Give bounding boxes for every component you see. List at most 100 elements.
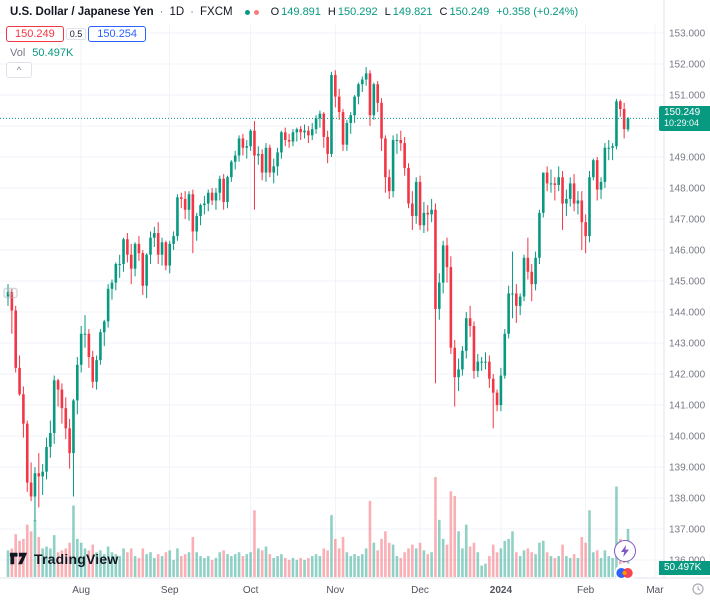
volume-bar: [411, 544, 414, 577]
volume-bar: [299, 557, 302, 577]
price-axis-label[interactable]: 148.000: [669, 184, 706, 195]
candle-body: [345, 122, 349, 145]
price-axis-label[interactable]: 144.000: [669, 308, 706, 319]
volume-bar: [349, 556, 353, 577]
brokers-button[interactable]: [615, 563, 635, 583]
volume-bar: [499, 548, 503, 577]
candle-body: [438, 282, 441, 309]
volume-bar: [241, 556, 245, 577]
candle-body: [534, 257, 537, 285]
price-axis-label[interactable]: 141.000: [669, 401, 706, 412]
candle-body: [153, 233, 156, 238]
price-axis-label[interactable]: 137.000: [669, 525, 706, 536]
candle-body: [611, 146, 614, 148]
exchange-label: FXCM: [200, 6, 233, 18]
candle-body: [45, 446, 48, 472]
time-axis-label[interactable]: 2024: [490, 585, 513, 596]
price-axis-label[interactable]: 139.000: [669, 463, 706, 474]
volume-bar: [226, 554, 229, 577]
sell-button[interactable]: 150.249: [6, 26, 64, 42]
volume-bar: [541, 540, 545, 577]
price-axis-label[interactable]: 152.000: [669, 60, 706, 71]
volume-bar: [380, 538, 383, 577]
candle-body: [137, 243, 141, 254]
volume-bar: [145, 554, 148, 577]
price-axis-label[interactable]: 145.000: [669, 277, 706, 288]
volume-bar: [422, 550, 426, 577]
price-axis-label[interactable]: 138.000: [669, 494, 706, 505]
volume-bar: [407, 548, 410, 577]
time-axis-label[interactable]: Aug: [72, 585, 90, 596]
volume-bar: [295, 559, 299, 577]
candle-body: [114, 264, 118, 283]
price-axis-label[interactable]: 151.000: [669, 91, 706, 102]
interval-label[interactable]: 1D: [169, 6, 185, 18]
volume-bar: [557, 556, 560, 577]
price-axis-label[interactable]: 143.000: [669, 339, 706, 350]
price-axis-label[interactable]: 146.000: [669, 246, 706, 257]
volume-bar: [534, 554, 537, 577]
time-axis-label[interactable]: Dec: [411, 585, 429, 596]
price-axis-label[interactable]: 147.000: [669, 215, 706, 226]
candle-body: [445, 245, 449, 268]
volume-bar: [434, 477, 437, 577]
volume-bar: [384, 531, 387, 577]
candle-body: [102, 321, 106, 333]
close-label: C: [439, 6, 448, 18]
instant-trading-button[interactable]: [614, 540, 636, 562]
candle-body: [557, 177, 560, 185]
volume-bar: [572, 554, 576, 577]
time-axis-label[interactable]: Oct: [243, 585, 259, 596]
time-axis-label[interactable]: Sep: [161, 585, 179, 596]
delayed-data-dot: [253, 9, 259, 15]
volume-bar: [426, 554, 430, 577]
volume-bar: [476, 552, 480, 577]
candle-body: [214, 192, 218, 201]
volume-bar: [345, 552, 349, 577]
volume-bar: [491, 544, 495, 577]
collapse-legend-button[interactable]: ^: [6, 62, 32, 78]
timezone-clock-icon[interactable]: [692, 582, 704, 600]
candle-body: [491, 378, 495, 393]
volume-bar: [126, 552, 129, 577]
collapse-chevron-icon: ^: [16, 64, 22, 75]
symbol-title[interactable]: U.S. Dollar / Japanese Yen: [10, 6, 154, 18]
candle-body: [380, 102, 383, 139]
volume-bar: [245, 554, 249, 577]
candle-body: [453, 347, 457, 378]
volume-bar: [588, 510, 591, 577]
candle-body: [29, 482, 33, 497]
candle-body: [341, 112, 345, 145]
volume-bar: [283, 557, 287, 577]
time-axis-label[interactable]: Mar: [646, 585, 664, 596]
price-axis-label[interactable]: 153.000: [669, 29, 706, 40]
candle-body: [268, 147, 272, 173]
candle-body: [603, 147, 607, 182]
volume-bar: [122, 548, 125, 577]
volume-bar: [472, 542, 476, 577]
tradingview-logo[interactable]: TradingView: [8, 548, 118, 569]
candle-body: [349, 115, 353, 123]
volume-bar: [114, 554, 118, 577]
time-axis-label[interactable]: Feb: [577, 585, 595, 596]
volume-legend[interactable]: Vol 50.497K: [10, 47, 73, 59]
volume-bar: [25, 524, 29, 577]
low-label: L: [384, 6, 391, 18]
volume-bar: [29, 531, 33, 577]
volume-bar: [52, 535, 56, 577]
volume-bar: [526, 548, 530, 577]
volume-bar: [37, 537, 41, 577]
time-axis-label[interactable]: Nov: [326, 585, 344, 596]
buy-button[interactable]: 150.254: [88, 26, 147, 42]
volume-bar: [360, 554, 364, 577]
candle-body: [133, 243, 137, 269]
camera-icon[interactable]: [3, 286, 18, 304]
price-axis-label[interactable]: 149.000: [669, 153, 706, 164]
realtime-status-dot: [244, 9, 250, 15]
price-axis-label[interactable]: 142.000: [669, 370, 706, 381]
volume-bar: [322, 548, 326, 577]
price-axis-label[interactable]: 140.000: [669, 432, 706, 443]
volume-bar: [176, 548, 179, 577]
volume-bar: [307, 557, 310, 577]
